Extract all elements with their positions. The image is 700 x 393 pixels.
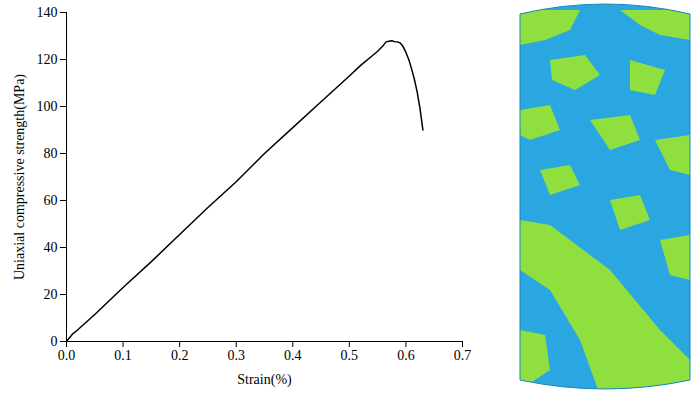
- svg-text:20: 20: [44, 287, 58, 302]
- svg-text:0.3: 0.3: [227, 348, 245, 363]
- svg-text:0.5: 0.5: [341, 348, 359, 363]
- svg-text:0.0: 0.0: [58, 348, 76, 363]
- svg-text:Uniaxial compressive strength(: Uniaxial compressive strength(MPa): [12, 74, 28, 280]
- svg-text:Strain(%): Strain(%): [237, 372, 292, 388]
- svg-text:120: 120: [37, 52, 58, 67]
- svg-text:80: 80: [44, 146, 58, 161]
- svg-text:0.1: 0.1: [114, 348, 132, 363]
- svg-text:0.7: 0.7: [454, 348, 472, 363]
- svg-text:0.4: 0.4: [284, 348, 302, 363]
- svg-text:0: 0: [51, 334, 58, 349]
- svg-text:0.2: 0.2: [171, 348, 189, 363]
- svg-text:40: 40: [44, 240, 58, 255]
- svg-text:140: 140: [37, 5, 58, 20]
- svg-text:60: 60: [44, 193, 58, 208]
- svg-text:100: 100: [37, 99, 58, 114]
- svg-text:0.6: 0.6: [397, 348, 415, 363]
